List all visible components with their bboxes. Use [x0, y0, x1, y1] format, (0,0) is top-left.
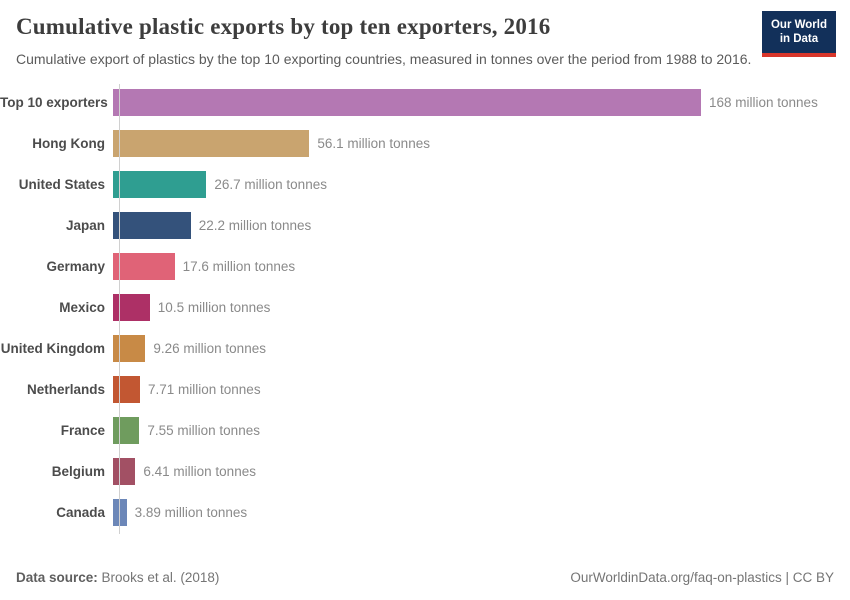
bar [113, 89, 701, 117]
bar-rows: Top 10 exporters 168 million tonnes Hong… [0, 82, 850, 533]
chart-row: United Kingdom 9.26 million tonnes [0, 328, 850, 369]
category-label: Belgium [51, 464, 105, 480]
value-label: 6.41 million tonnes [143, 464, 256, 480]
chart-row: Mexico 10.5 million tonnes [0, 287, 850, 328]
value-label: 56.1 million tonnes [317, 136, 430, 152]
chart-row: Netherlands 7.71 million tonnes [0, 369, 850, 410]
value-label: 7.71 million tonnes [148, 382, 261, 398]
category-label: United Kingdom [0, 341, 105, 357]
category-label: Germany [46, 259, 105, 275]
category-label: Canada [56, 505, 105, 521]
category-label: Top 10 exporters [0, 95, 108, 111]
owid-logo: Our World in Data [761, 11, 836, 57]
value-label: 3.89 million tonnes [134, 505, 248, 521]
category-label: United States [18, 177, 105, 193]
attribution: OurWorldinData.org/faq-on-plastics | CC … [570, 570, 834, 585]
value-label: 9.26 million tonnes [153, 341, 266, 357]
chart-title: Cumulative plastic exports by top ten ex… [16, 14, 551, 39]
chart-row: Hong Kong 56.1 million tonnes [0, 123, 850, 164]
value-label: 10.5 million tonnes [157, 300, 271, 316]
value-label: 17.6 million tonnes [182, 259, 296, 275]
value-label: 168 million tonnes [709, 95, 818, 111]
category-label: Hong Kong [32, 136, 105, 152]
owid-logo-line2: in Data [779, 33, 819, 46]
value-label: 7.55 million tonnes [147, 423, 260, 439]
chart-row: Top 10 exporters 168 million tonnes [0, 82, 850, 123]
category-label: Japan [65, 218, 105, 234]
chart-row: Germany 17.6 million tonnes [0, 246, 850, 287]
bar [113, 171, 207, 199]
bar [113, 335, 146, 363]
chart-row: United States 26.7 million tonnes [0, 164, 850, 205]
value-label: 26.7 million tonnes [214, 177, 327, 193]
chart-row: France 7.55 million tonnes [0, 410, 850, 451]
chart-row: Japan 22.2 million tonnes [0, 205, 850, 246]
bar [113, 458, 136, 486]
category-label: France [60, 423, 105, 439]
owid-logo-line1: Our World [770, 19, 827, 31]
data-source-value: Brooks et al. (2018) [101, 570, 220, 585]
chart-header: Cumulative plastic exports by top ten ex… [0, 0, 850, 69]
bar-chart: Top 10 exporters 168 million tonnes Hong… [0, 82, 850, 535]
bar [113, 130, 310, 158]
bar [113, 376, 140, 404]
bar [113, 253, 175, 281]
y-axis-line [119, 84, 120, 535]
chart-subtitle: Cumulative export of plastics by the top… [16, 51, 752, 67]
value-label: 22.2 million tonnes [198, 218, 312, 234]
chart-footer: Data source: Brooks et al. (2018) OurWor… [16, 570, 834, 585]
data-source: Data source: Brooks et al. (2018) [16, 570, 219, 585]
category-label: Mexico [59, 300, 105, 316]
category-label: Netherlands [26, 382, 105, 398]
bar [113, 212, 191, 240]
chart-row: Canada 3.89 million tonnes [0, 492, 850, 533]
bar [113, 417, 140, 445]
data-source-label: Data source: [16, 570, 98, 585]
chart-row: Belgium 6.41 million tonnes [0, 451, 850, 492]
